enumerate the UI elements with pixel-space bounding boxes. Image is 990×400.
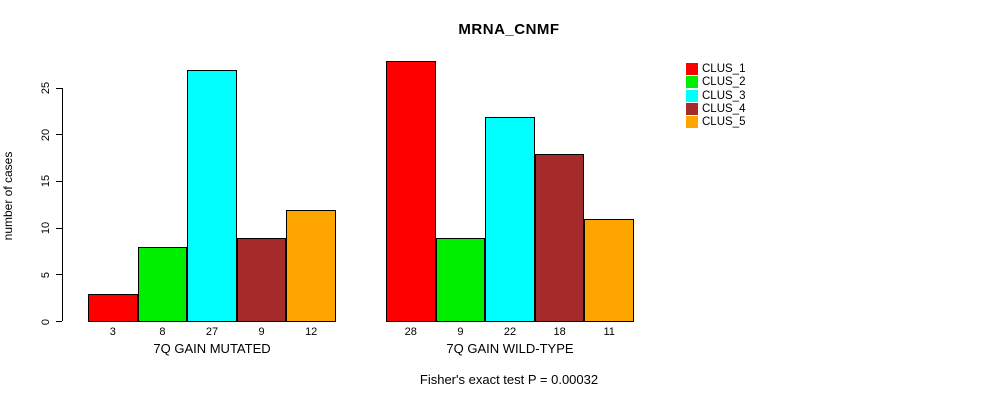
bar-value-label: 27 xyxy=(205,326,219,338)
bar-clus_2 xyxy=(435,238,486,322)
bar-clus_1 xyxy=(88,294,138,322)
y-axis-tick-label: 25 xyxy=(40,82,52,95)
bar-value-label: 18 xyxy=(553,326,566,338)
legend-label: CLUS_2 xyxy=(702,76,746,89)
y-axis-tick xyxy=(56,134,62,136)
bar-clus_4 xyxy=(236,238,287,322)
legend-swatch-icon xyxy=(686,63,698,75)
bar-clus_5 xyxy=(584,219,634,322)
legend-swatch-icon xyxy=(686,89,698,102)
y-axis-tick-label: 20 xyxy=(40,128,52,141)
chart-title: MRNA_CNMF xyxy=(458,21,560,38)
bar-clus_4 xyxy=(534,154,585,322)
legend-swatch-icon xyxy=(686,103,698,116)
legend-label: CLUS_1 xyxy=(702,63,746,75)
bar-value-label: 28 xyxy=(404,326,417,338)
y-axis-tick xyxy=(56,321,62,322)
y-axis-tick-label: 15 xyxy=(40,175,52,188)
legend-swatch-icon xyxy=(686,116,698,129)
bar-value-label: 11 xyxy=(603,326,615,338)
bar-clus_3 xyxy=(187,70,237,322)
y-axis-tick-label: 10 xyxy=(40,222,52,235)
y-axis-tick-label: 0 xyxy=(40,318,52,325)
y-axis-line xyxy=(62,88,63,321)
bar-value-label: 9 xyxy=(457,326,464,338)
y-axis-tick xyxy=(56,227,62,229)
bar-value-label: 22 xyxy=(503,326,517,338)
bar-clus_3 xyxy=(485,117,535,322)
group-label-wild-type: 7Q GAIN WILD-TYPE xyxy=(446,341,574,356)
y-axis-tick xyxy=(56,274,62,276)
bar-value-label: 3 xyxy=(109,326,116,338)
legend-label: CLUS_5 xyxy=(702,116,746,129)
bar-value-label: 8 xyxy=(159,326,166,338)
group-label-mutated: 7Q GAIN MUTATED xyxy=(153,341,271,356)
bar-clus_1 xyxy=(386,61,436,322)
y-axis-tick-label: 5 xyxy=(40,271,52,278)
y-axis-label: number of cases xyxy=(1,151,15,241)
y-axis-tick xyxy=(56,180,62,182)
bar-clus_5 xyxy=(286,210,336,322)
legend-swatch-icon xyxy=(686,76,698,89)
legend-label: CLUS_3 xyxy=(702,89,746,102)
bar-value-label: 9 xyxy=(258,326,265,338)
footer-note: Fisher's exact test P = 0.00032 xyxy=(419,372,599,387)
bar-clus_2 xyxy=(137,247,188,322)
y-axis-tick xyxy=(56,87,62,89)
legend-label: CLUS_4 xyxy=(702,103,746,116)
bar-value-label: 12 xyxy=(305,326,318,338)
